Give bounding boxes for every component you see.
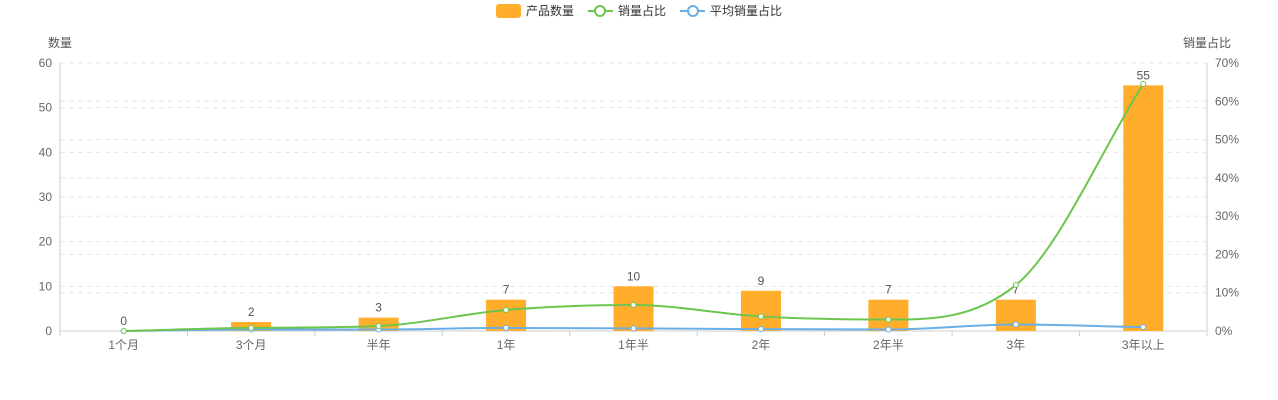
avg-sales-share-point: [757, 326, 764, 333]
x-tick-label: 1年: [497, 338, 516, 352]
avg-sales-share-point: [1012, 321, 1019, 328]
y-left-tick-label: 10: [39, 279, 53, 293]
bar: [1123, 85, 1164, 331]
x-tick-label: 1个月: [108, 338, 139, 352]
line-circle-icon: [680, 4, 705, 18]
x-tick-label: 2年半: [873, 338, 904, 352]
y-right-tick-label: 40%: [1215, 171, 1239, 185]
avg-sales-share-point: [630, 325, 637, 332]
avg-sales-share-point: [503, 324, 510, 331]
sales-share-point: [375, 323, 382, 330]
bar-data-label: 7: [885, 283, 892, 297]
y-left-tick-label: 50: [39, 101, 53, 115]
x-tick-label: 半年: [367, 338, 391, 352]
legend: 产品数量 销量占比 平均销量占比: [0, 2, 1278, 19]
y-right-tick-label: 20%: [1215, 247, 1239, 261]
legend-label-sales-share: 销量占比: [617, 4, 666, 18]
sales-share-point: [757, 313, 764, 320]
bar: [613, 286, 654, 331]
y-right-tick-label: 30%: [1215, 209, 1239, 223]
sales-share-point: [503, 306, 510, 313]
x-tick-label: 3年以上: [1122, 338, 1165, 352]
sales-share-point: [885, 316, 892, 323]
bar: [868, 299, 909, 331]
bar-data-label: 9: [758, 274, 765, 288]
legend-item-avg-sales-share[interactable]: 平均销量占比: [680, 2, 782, 19]
y-left-tick-label: 30: [39, 190, 53, 204]
x-tick-label: 2年: [752, 338, 771, 352]
x-tick-label: 3年: [1006, 338, 1025, 352]
sales-share-point: [630, 301, 637, 308]
y-right-tick-label: 50%: [1215, 133, 1239, 147]
y-left-tick-label: 20: [39, 235, 53, 249]
legend-label-product-count: 产品数量: [525, 4, 574, 18]
bar-data-label: 2: [248, 305, 255, 319]
bar-data-label: 7: [503, 283, 510, 297]
right-axis-title: 销量占比: [1183, 36, 1232, 50]
y-right-tick-label: 0%: [1215, 324, 1233, 338]
sales-share-point: [120, 328, 127, 334]
bar-swatch-icon: [495, 3, 521, 18]
y-right-tick-label: 10%: [1215, 286, 1239, 300]
y-left-tick-label: 60: [39, 56, 53, 70]
bar-data-label: 55: [1137, 68, 1151, 82]
y-right-tick-label: 60%: [1215, 94, 1239, 108]
bar-data-label: 7: [1012, 283, 1019, 297]
sales-share-point: [1140, 81, 1147, 88]
y-left-tick-label: 40: [39, 145, 53, 159]
line-circle-icon: [587, 4, 613, 18]
bar-data-label: 0: [120, 314, 127, 328]
left-axis-title: 数量: [48, 36, 73, 50]
legend-item-sales-share[interactable]: 销量占比: [587, 2, 666, 19]
sales-share-point: [1012, 282, 1019, 289]
bar-data-label: 10: [627, 269, 641, 283]
y-left-tick-label: 0: [45, 324, 52, 338]
sales-share-line: [123, 83, 1145, 332]
avg-sales-share-point: [1140, 324, 1147, 331]
y-right-tick-label: 70%: [1215, 56, 1239, 70]
legend-label-avg-sales-share: 平均销量占比: [710, 4, 783, 18]
sales-share-point: [248, 324, 255, 331]
legend-item-product-count[interactable]: 产品数量: [495, 2, 574, 19]
x-tick-label: 3个月: [236, 338, 267, 352]
bar: [740, 290, 781, 331]
bar-data-label: 3: [375, 301, 382, 315]
avg-sales-share-point: [885, 326, 892, 333]
x-tick-label: 1年半: [618, 338, 649, 352]
